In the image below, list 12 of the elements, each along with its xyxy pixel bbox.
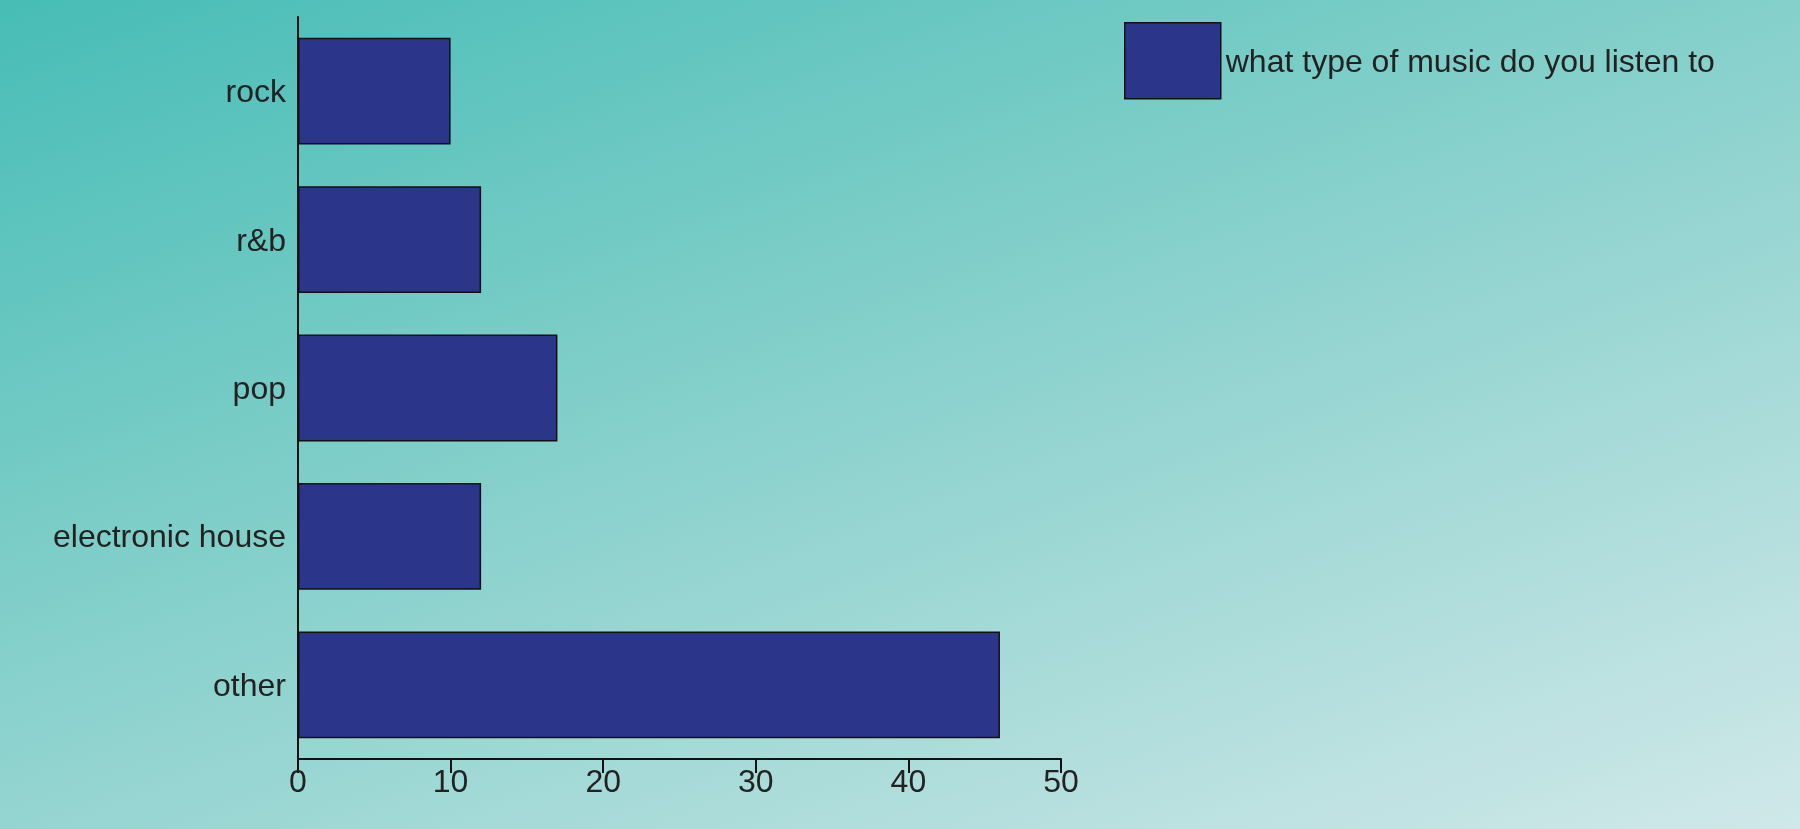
y-tick-label: rock bbox=[225, 73, 287, 110]
x-tick-label: 10 bbox=[432, 763, 469, 799]
legend-label: what type of music do you listen to bbox=[1224, 42, 1715, 79]
x-tick-label: 20 bbox=[585, 763, 621, 799]
x-tick-label: 30 bbox=[738, 763, 774, 799]
x-tick-label: 0 bbox=[289, 763, 307, 799]
y-tick-label: other bbox=[213, 666, 287, 703]
y-tick-label: electronic house bbox=[52, 518, 286, 555]
y-tick-label: r&b bbox=[236, 221, 286, 258]
y-tick-label: pop bbox=[232, 370, 286, 406]
x-tick-label: 50 bbox=[1043, 763, 1079, 799]
x-tick-label: 40 bbox=[890, 763, 927, 799]
